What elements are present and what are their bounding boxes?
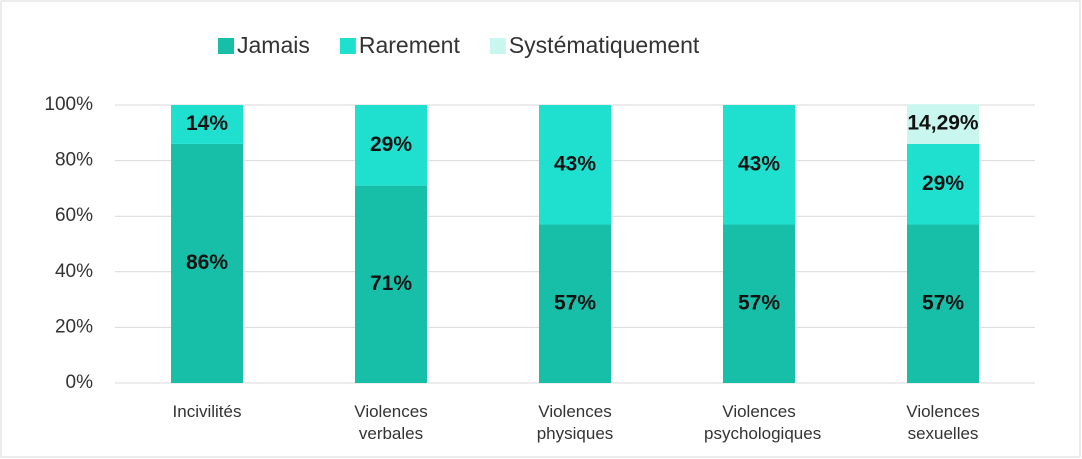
bar-segment bbox=[171, 105, 243, 144]
legend-label: Jamais bbox=[237, 32, 310, 58]
legend-swatch bbox=[489, 38, 506, 54]
bar-segment bbox=[355, 185, 427, 383]
data-label: 29% bbox=[922, 172, 964, 195]
bar-segment bbox=[907, 143, 979, 225]
y-tick-label: 60% bbox=[55, 205, 93, 226]
legend-swatch bbox=[339, 38, 356, 54]
y-tick-label: 20% bbox=[55, 316, 93, 337]
data-label: 57% bbox=[554, 291, 596, 314]
y-tick-label: 80% bbox=[55, 150, 93, 171]
legend-swatch bbox=[218, 38, 234, 54]
data-label: 57% bbox=[922, 291, 964, 314]
x-tick-label: Violences physiques bbox=[536, 402, 614, 443]
bar-segment bbox=[907, 104, 979, 144]
bar-segment bbox=[171, 143, 243, 383]
y-tick-label: 100% bbox=[44, 94, 93, 115]
data-label: 86% bbox=[186, 251, 228, 274]
data-label: 43% bbox=[554, 152, 596, 175]
bar-segment bbox=[539, 224, 611, 383]
bar-segment bbox=[723, 224, 795, 383]
x-tick-label: Incivilités bbox=[172, 402, 242, 421]
bar-segment bbox=[355, 105, 427, 186]
x-tick-label: Violences sexuelles bbox=[906, 402, 980, 443]
data-label: 57% bbox=[738, 291, 780, 314]
data-label: 14,29% bbox=[907, 112, 979, 135]
legend-label: Rarement bbox=[359, 32, 461, 58]
x-tick-label: Violences verbales bbox=[354, 402, 428, 443]
data-label: 71% bbox=[370, 272, 412, 295]
legend-label: Systématiquement bbox=[509, 32, 700, 58]
data-label: 43% bbox=[738, 152, 780, 175]
y-tick-label: 0% bbox=[66, 372, 94, 393]
y-tick-label: 40% bbox=[55, 261, 93, 282]
data-label: 29% bbox=[370, 133, 412, 156]
bar-segment bbox=[907, 224, 979, 383]
bar-segment bbox=[539, 105, 611, 225]
x-tick-label: Violences psychologiques bbox=[704, 402, 822, 443]
data-label: 14% bbox=[186, 112, 228, 135]
bar-segment bbox=[723, 105, 795, 225]
